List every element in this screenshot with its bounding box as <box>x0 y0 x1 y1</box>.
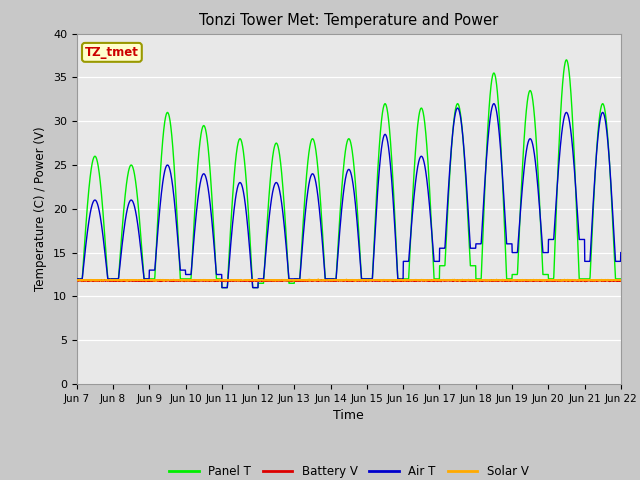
X-axis label: Time: Time <box>333 409 364 422</box>
Legend: Panel T, Battery V, Air T, Solar V: Panel T, Battery V, Air T, Solar V <box>164 461 533 480</box>
Text: TZ_tmet: TZ_tmet <box>85 46 139 59</box>
Y-axis label: Temperature (C) / Power (V): Temperature (C) / Power (V) <box>35 127 47 291</box>
Title: Tonzi Tower Met: Temperature and Power: Tonzi Tower Met: Temperature and Power <box>199 13 499 28</box>
